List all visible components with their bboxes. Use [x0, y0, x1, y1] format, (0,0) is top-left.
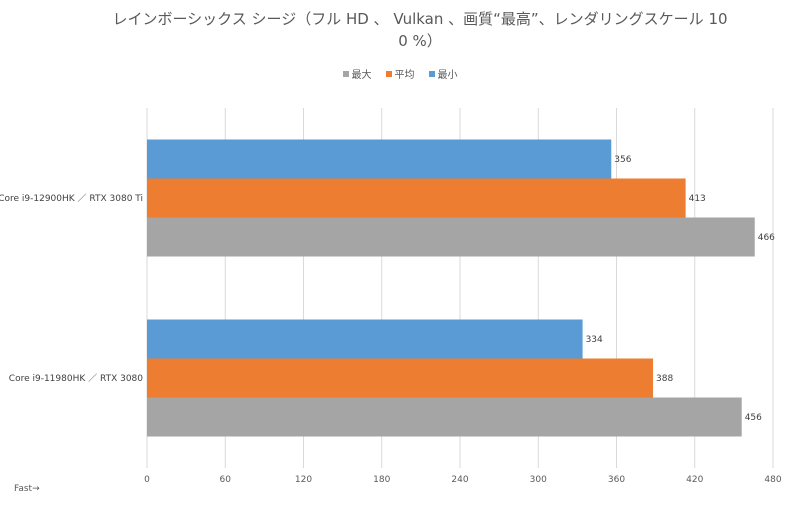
bar-1-最大 — [147, 217, 755, 257]
x-tick-label-1: 60 — [220, 475, 232, 485]
legend-label-min: 最小 — [437, 70, 458, 81]
data-label-1-最大: 466 — [758, 233, 775, 243]
category-label-2: Core i9-11980HK ／ RTX 3080 — [9, 373, 143, 384]
legend-swatch-max — [342, 70, 349, 77]
bar-2-最小 — [147, 319, 583, 359]
bar-1-最小 — [147, 139, 612, 179]
bar-2-平均 — [147, 358, 654, 398]
legend-label-avg: 平均 — [394, 70, 415, 81]
x-tick-label-8: 480 — [764, 475, 781, 485]
legend-label-max: 最大 — [351, 70, 372, 81]
bar-1-平均 — [147, 178, 686, 218]
legend-swatch-min — [428, 70, 435, 77]
legend-item-min: 最小 — [428, 66, 458, 81]
category-label-1: Core i9-12900HK ／ RTX 3080 Ti — [0, 193, 143, 204]
data-label-2-最大: 456 — [745, 413, 762, 423]
legend-item-max: 最大 — [342, 66, 372, 81]
x-tick-label-3: 180 — [373, 475, 390, 485]
x-tick-label-5: 300 — [530, 475, 547, 485]
chart-legend: 最大 平均 最小 — [0, 66, 800, 81]
x-tick-label-0: 0 — [144, 475, 150, 485]
data-label-1-平均: 413 — [689, 194, 706, 204]
fast-direction-note: Fast→ — [14, 484, 40, 494]
data-label-1-最小: 356 — [614, 155, 631, 165]
legend-swatch-avg — [385, 70, 392, 77]
data-label-2-平均: 388 — [656, 374, 673, 384]
legend-item-avg: 平均 — [385, 66, 415, 81]
x-tick-label-6: 360 — [608, 475, 625, 485]
x-tick-label-2: 120 — [295, 475, 312, 485]
x-tick-label-7: 420 — [686, 475, 703, 485]
bar-2-最大 — [147, 397, 742, 437]
chart-title: レインボーシックス シージ（フル HD 、 Vulkan 、画質“最高”、レンダ… — [112, 10, 728, 50]
x-tick-label-4: 240 — [451, 475, 468, 485]
data-label-2-最小: 334 — [586, 335, 603, 345]
